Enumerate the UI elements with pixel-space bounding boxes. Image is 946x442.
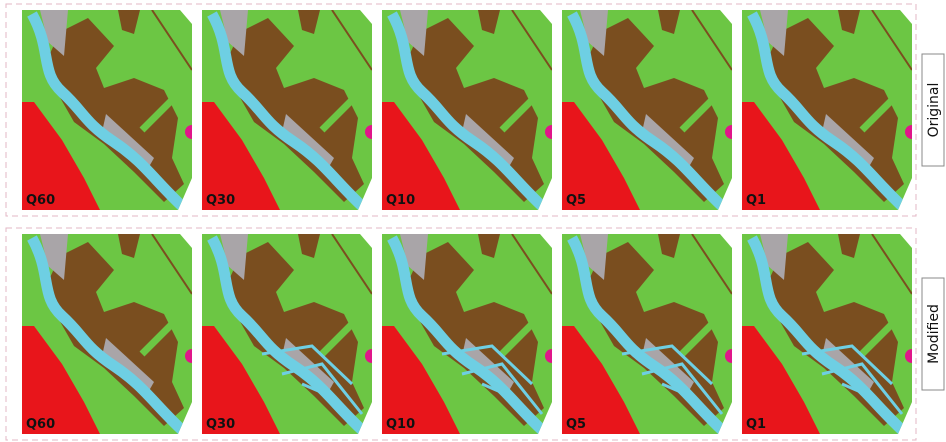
- panel-label: Q10: [386, 193, 415, 208]
- map: [202, 10, 379, 210]
- map: [382, 10, 559, 210]
- map-panel: Q5: [562, 234, 739, 434]
- map-panel: Q60: [22, 234, 199, 434]
- panel-label: Q5: [566, 193, 586, 208]
- panel-label: Q60: [26, 417, 55, 432]
- row-label: Original: [926, 83, 942, 138]
- map-panel: Q1: [742, 234, 919, 434]
- panel-label: Q10: [386, 417, 415, 432]
- row-label: Modified: [926, 304, 942, 364]
- map-panel: Q10: [382, 234, 559, 434]
- map: [562, 10, 739, 210]
- panel-label: Q30: [206, 193, 235, 208]
- figure: Q60 Q30 Q10 Q5 Q1 Original Q60 Q30 Q10 Q5 Q1 Modifi…: [0, 0, 946, 442]
- map-panel: Q30: [202, 234, 379, 434]
- panel-label: Q30: [206, 417, 235, 432]
- map-panel: Q5: [562, 10, 739, 210]
- map-panel: Q30: [202, 10, 379, 210]
- map: [22, 234, 199, 434]
- panel-label: Q1: [746, 417, 766, 432]
- map: [742, 10, 919, 210]
- map: [22, 10, 199, 210]
- panel-label: Q60: [26, 193, 55, 208]
- map-panel: Q10: [382, 10, 559, 210]
- panel-label: Q1: [746, 193, 766, 208]
- panel-label: Q5: [566, 417, 586, 432]
- map-panel: Q1: [742, 10, 919, 210]
- map-panel: Q60: [22, 10, 199, 210]
